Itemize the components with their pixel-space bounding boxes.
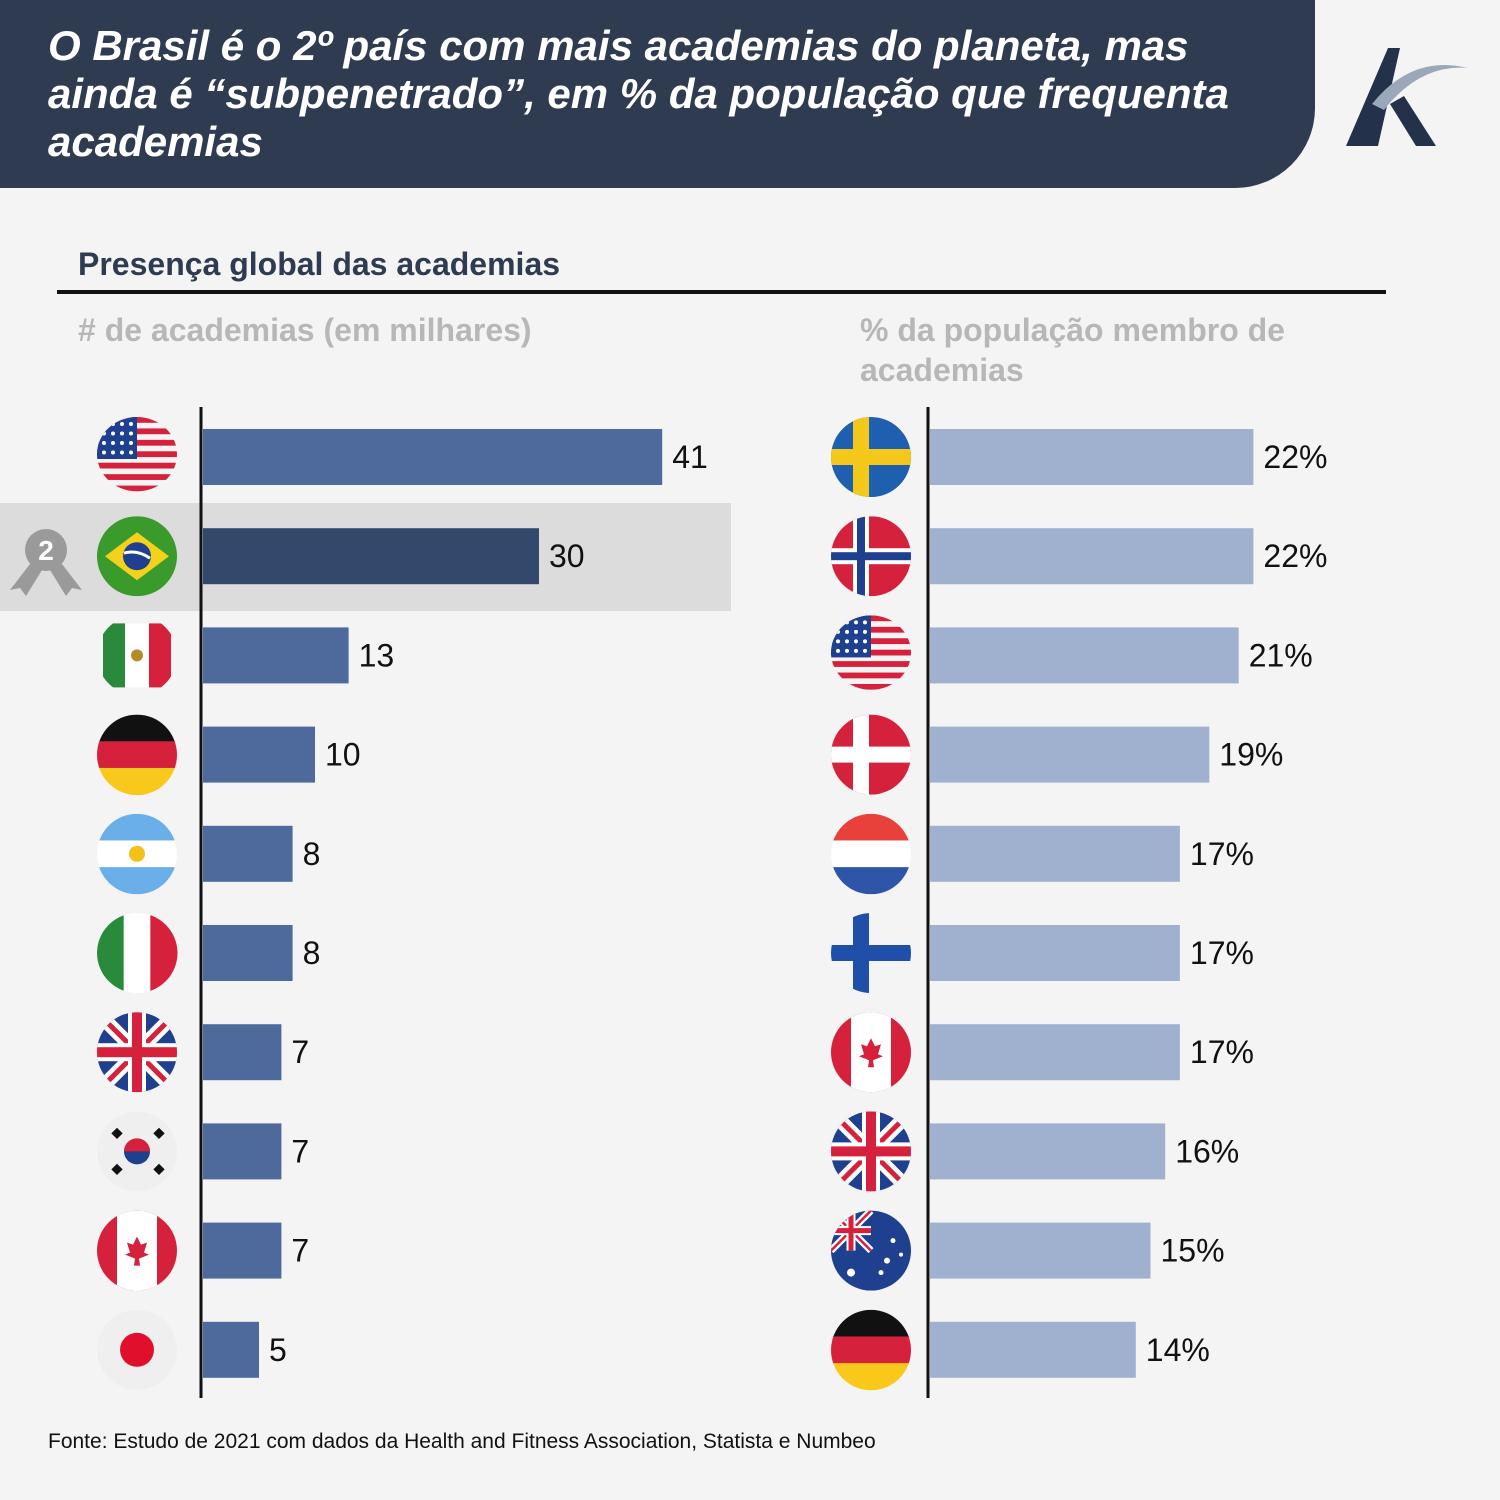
flag-noruega-icon: [831, 516, 911, 597]
value-label-reino-unido: 7: [291, 1034, 309, 1070]
bar-holanda: [930, 825, 1180, 882]
chart-subtitle: Presença global das academias: [78, 246, 561, 282]
flag-eua-icon: [97, 417, 177, 492]
value-label-noruega: 22%: [1263, 538, 1327, 574]
medal-rank: 2: [38, 535, 54, 566]
flag-canada-icon: [831, 1012, 911, 1093]
bar-suecia: [930, 429, 1254, 485]
bar-alemanha: [203, 726, 315, 783]
flag-reino-unido-icon: [97, 1012, 177, 1093]
bar-brasil: [203, 528, 539, 585]
flag-coreia-do-sul-icon: [97, 1111, 177, 1192]
bar-argentina: [203, 825, 293, 882]
bar-mexico: [203, 627, 349, 684]
value-label-brasil: 30: [549, 538, 585, 574]
bar-italia: [203, 925, 293, 981]
flag-suecia-icon: [831, 417, 911, 497]
value-label-finlandia: 17%: [1190, 935, 1254, 971]
value-label-holanda: 17%: [1190, 836, 1254, 872]
medal-icon: 2: [10, 529, 82, 596]
flag-finlandia-icon: [831, 913, 911, 993]
flag-japao-icon: [97, 1309, 177, 1390]
value-label-japao: 5: [269, 1332, 287, 1368]
source-footer: Fonte: Estudo de 2021 com dados da Healt…: [48, 1430, 876, 1453]
bar-finlandia: [930, 925, 1180, 981]
flag-holanda-icon: [831, 813, 911, 895]
value-label-canada: 17%: [1190, 1034, 1254, 1070]
bar-australia: [930, 1222, 1151, 1279]
bar-coreia-do-sul: [203, 1123, 282, 1180]
bar-noruega: [930, 528, 1254, 585]
value-label-alemanha: 14%: [1146, 1332, 1210, 1368]
flag-alemanha-icon: [97, 714, 177, 796]
flag-dinamarca-icon: [831, 714, 911, 795]
bar-reino-unido: [203, 1024, 282, 1081]
value-label-suecia: 22%: [1263, 439, 1327, 475]
flag-alemanha-icon: [831, 1309, 911, 1391]
value-label-coreia-do-sul: 7: [291, 1133, 309, 1169]
flag-australia-icon: [831, 1210, 911, 1291]
bar-canada: [203, 1222, 282, 1279]
bar-reino-unido: [930, 1123, 1166, 1180]
flag-brasil-icon: [97, 516, 177, 597]
bar-alemanha: [930, 1321, 1136, 1378]
right-bar-chart: 22% 22% 21% 19% 17% 17% 17% 16% 15% 14%: [831, 417, 1327, 1391]
header-banner: O Brasil é o 2º país com mais academias …: [0, 0, 1315, 188]
value-label-australia: 15%: [1161, 1233, 1225, 1269]
value-label-reino-unido: 16%: [1175, 1133, 1239, 1169]
bar-dinamarca: [930, 726, 1210, 783]
value-label-italia: 8: [303, 935, 321, 971]
flag-italia-icon: [97, 913, 178, 993]
bar-eua: [930, 627, 1239, 684]
value-label-canada: 7: [291, 1233, 309, 1269]
bar-eua: [203, 429, 663, 485]
flag-reino-unido-icon: [831, 1111, 911, 1192]
value-label-mexico: 13: [359, 637, 395, 673]
value-label-alemanha: 10: [325, 737, 361, 773]
flag-canada-icon: [97, 1210, 177, 1291]
left-chart-heading: # de academias (em milhares): [78, 312, 532, 348]
page-title: O Brasil é o 2º país com mais academias …: [48, 22, 1229, 165]
flag-eua-icon: [831, 615, 911, 690]
value-label-eua: 41: [672, 439, 708, 475]
bar-japao: [203, 1321, 259, 1378]
value-label-dinamarca: 19%: [1219, 737, 1283, 773]
bar-canada: [930, 1024, 1180, 1081]
flag-mexico-icon: [97, 615, 177, 696]
value-label-eua: 21%: [1249, 637, 1313, 673]
k-logo-icon: [1346, 48, 1468, 146]
value-label-argentina: 8: [303, 836, 321, 872]
right-chart-heading: % da população membro de academias: [860, 312, 1285, 388]
flag-argentina-icon: [97, 813, 177, 895]
divider-rule: [57, 290, 1386, 294]
